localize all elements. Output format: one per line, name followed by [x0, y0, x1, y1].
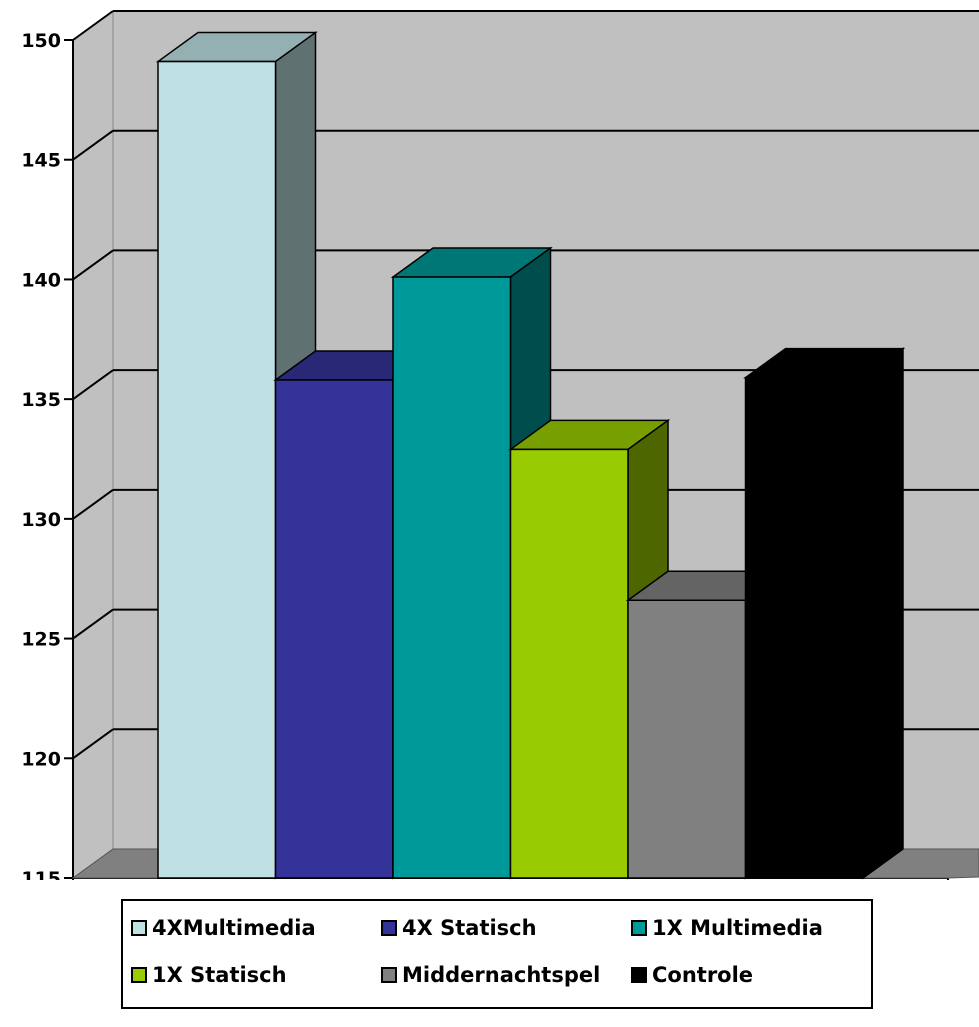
- legend-swatch: [131, 920, 147, 936]
- legend-label: 4XMultimedia: [152, 916, 316, 940]
- gridline-side: [72, 249, 114, 281]
- gridline-side: [72, 369, 114, 400]
- bar-front: [274, 379, 394, 879]
- legend-item: Middernachtspel: [381, 963, 600, 987]
- legend-swatch: [131, 967, 147, 983]
- bar-front: [392, 276, 512, 879]
- bar-chart: 115 120 125 130 135 140 145 150: [21, 10, 979, 880]
- legend-item: 1X Statisch: [131, 963, 287, 987]
- legend-label: 1X Statisch: [152, 963, 287, 987]
- legend-label: Middernachtspel: [402, 963, 601, 987]
- legend-label: 1X Multimedia: [652, 916, 823, 940]
- gridline-side: [72, 129, 114, 161]
- bar-front: [744, 376, 864, 879]
- bar: [625, 569, 788, 880]
- legend-swatch: [631, 967, 647, 983]
- y-tick-label: 120: [21, 748, 61, 770]
- legend-item: 4XMultimedia: [131, 916, 316, 940]
- gridline-side: [72, 608, 114, 640]
- y-tick-label: 135: [21, 389, 61, 411]
- y-tick-label: 150: [21, 30, 61, 52]
- gridline-side: [72, 489, 114, 520]
- legend-item: Controle: [631, 963, 753, 987]
- legend-swatch: [631, 920, 647, 936]
- legend-swatch: [381, 967, 397, 983]
- bar: [743, 347, 906, 880]
- legend-label: 4X Statisch: [402, 916, 537, 940]
- legend-swatch: [381, 920, 397, 936]
- y-tick-label: 125: [21, 629, 61, 651]
- y-tick-label: 115: [21, 868, 61, 880]
- bars: [155, 31, 906, 880]
- gridline-side: [72, 10, 114, 41]
- bar-front: [509, 448, 629, 879]
- legend-item: 4X Statisch: [381, 916, 537, 940]
- side-wall: [72, 10, 114, 879]
- y-tick-label: 140: [21, 269, 61, 291]
- legend: 4XMultimedia 4X Statisch 1X Multimedia 1…: [121, 899, 873, 1009]
- bar-front: [627, 599, 747, 879]
- bar-side: [862, 347, 904, 880]
- y-tick-label: 145: [21, 150, 61, 172]
- gridline-side: [72, 728, 114, 760]
- legend-label: Controle: [652, 963, 754, 987]
- y-tick-label: 130: [21, 509, 61, 531]
- y-tick-labels: 115 120 125 130 135 140 145 150: [21, 30, 61, 880]
- legend-item: 1X Multimedia: [631, 916, 823, 940]
- bar-front: [157, 60, 277, 879]
